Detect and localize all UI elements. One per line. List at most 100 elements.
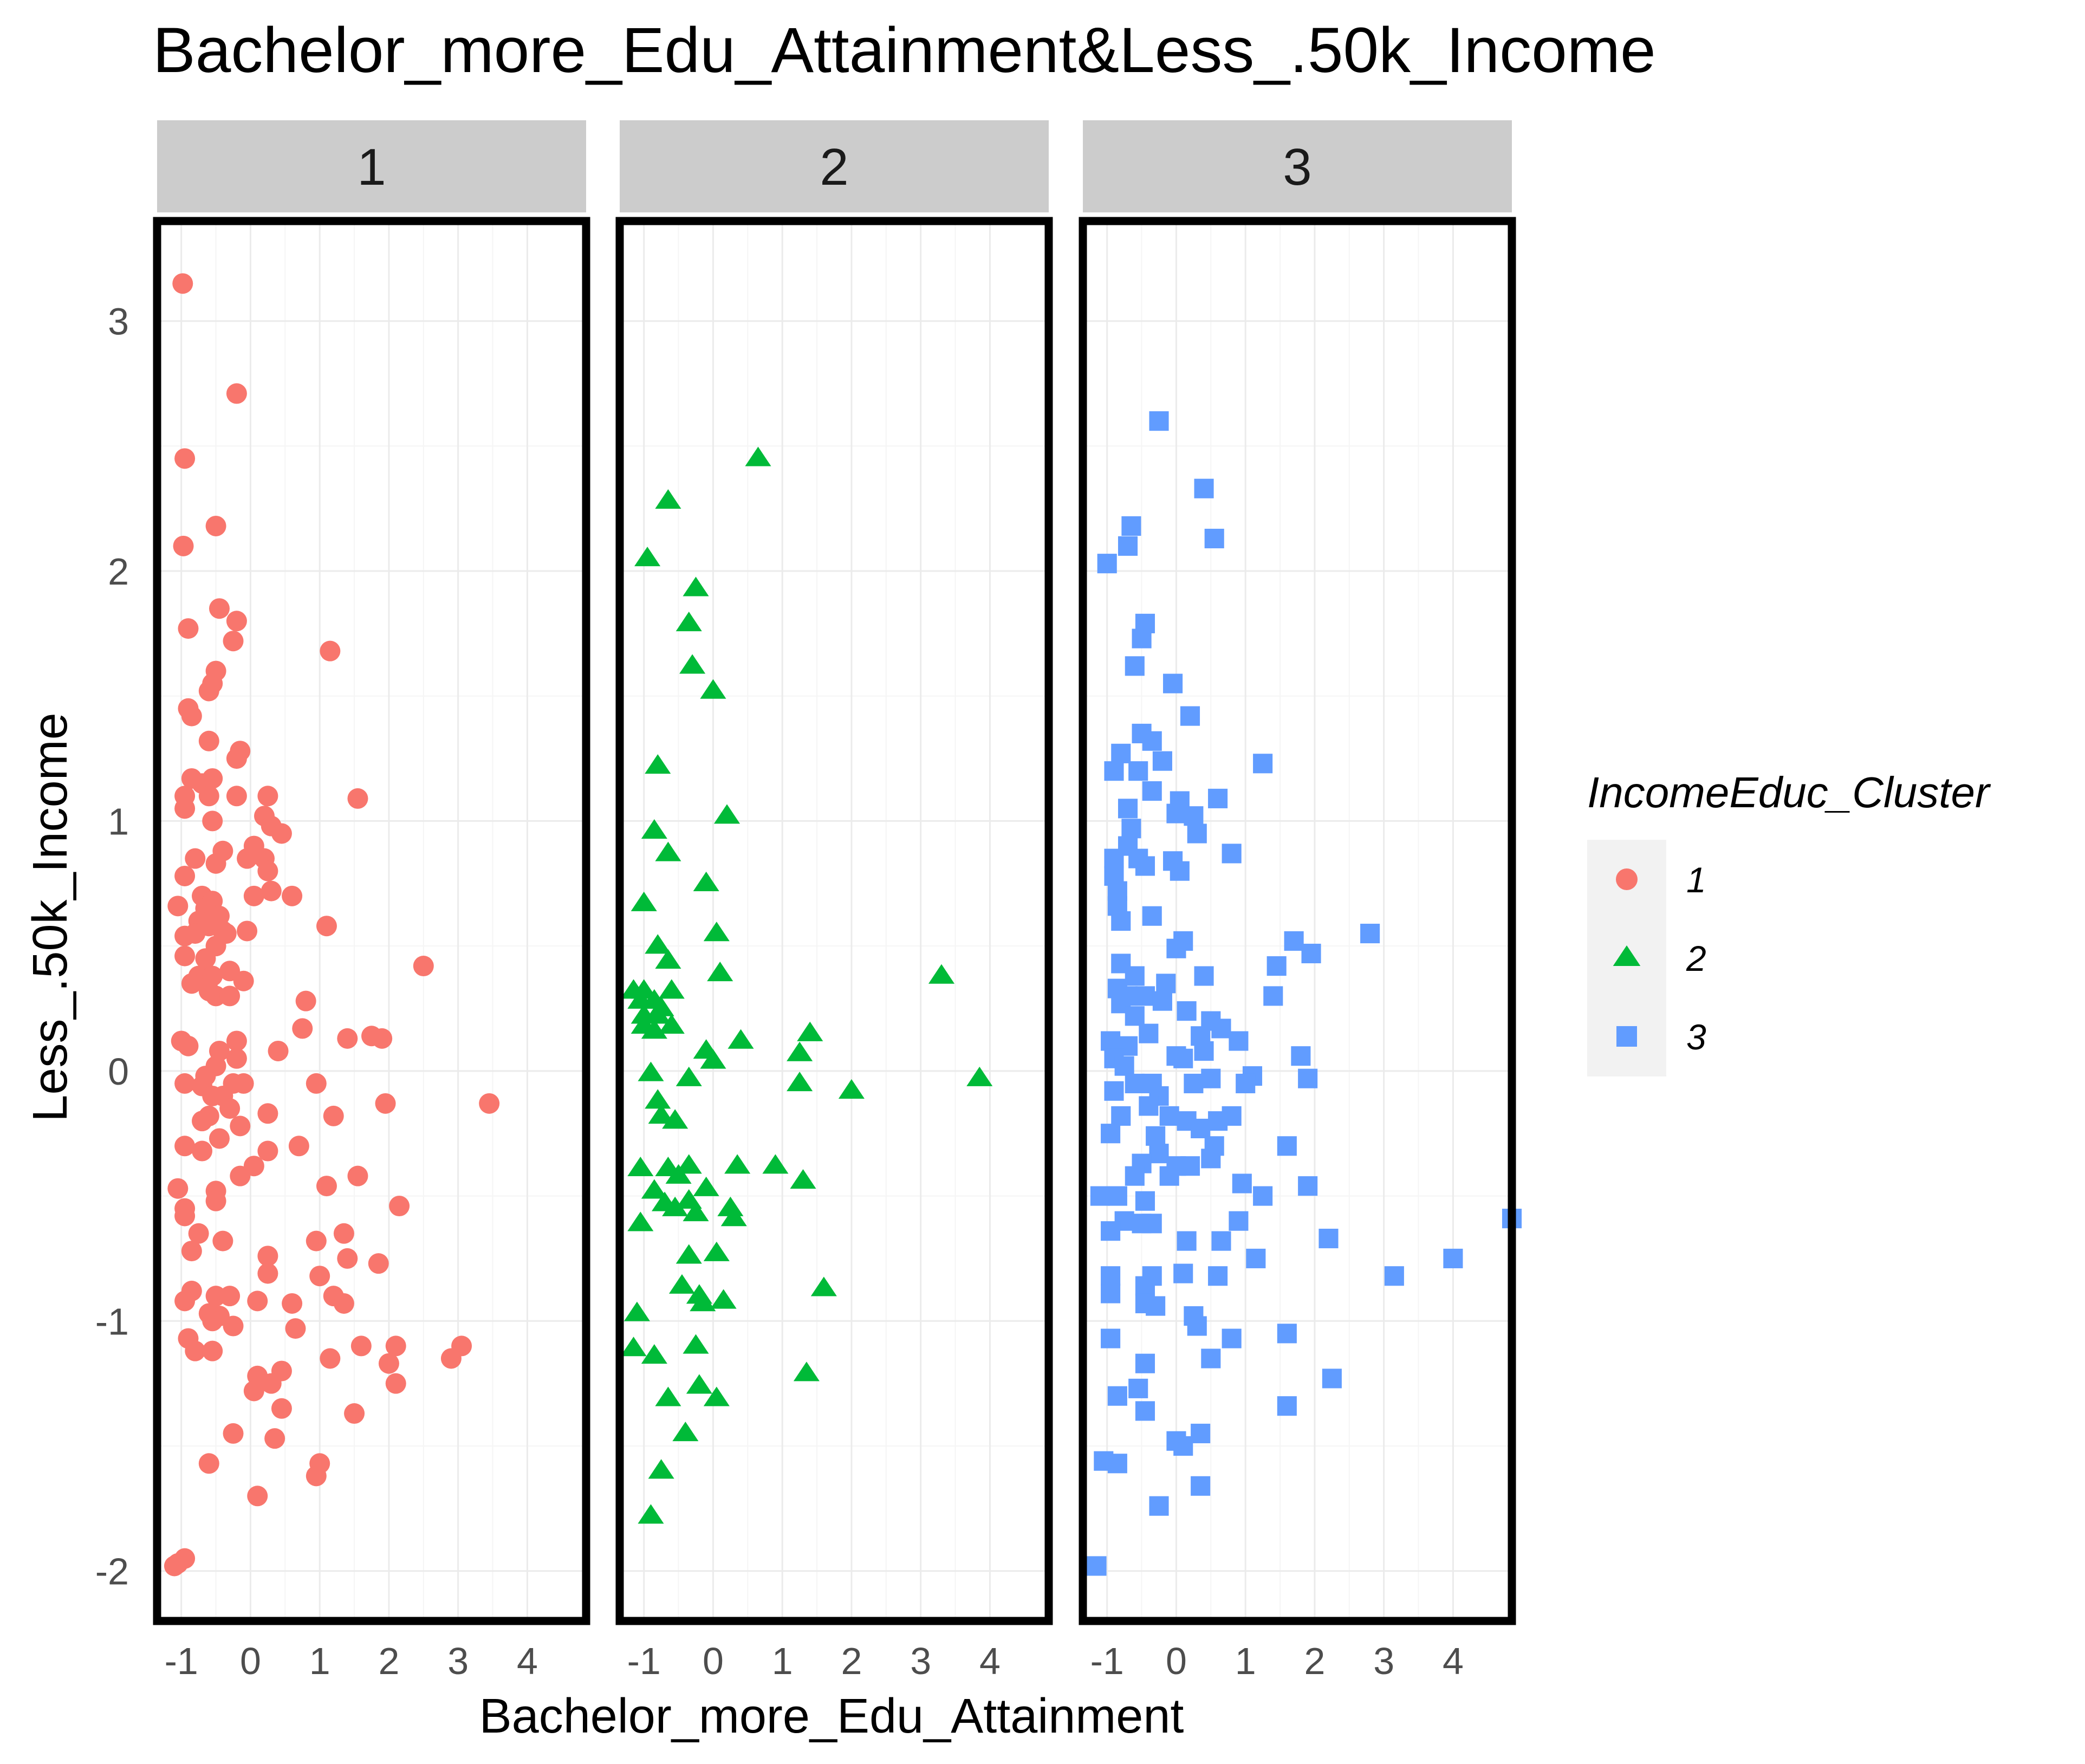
data-point: [1232, 1173, 1252, 1194]
data-point: [1111, 911, 1131, 931]
data-point: [195, 948, 216, 969]
x-tick-label: 3: [447, 1640, 469, 1682]
x-tick-label: 4: [517, 1640, 538, 1682]
data-point: [1152, 751, 1172, 771]
facet-panel-3: 3: [1079, 120, 1522, 1625]
x-tick-label: 2: [1304, 1640, 1325, 1682]
data-point: [378, 1353, 399, 1374]
data-point: [192, 1140, 213, 1162]
data-point: [703, 1386, 730, 1406]
x-axis-title: Bachelor_more_Edu_Attainment: [479, 1689, 1184, 1743]
y-axis: -2 -1 0 1 2 3: [95, 301, 129, 1593]
panel-border: [1079, 217, 1516, 1625]
legend-title: IncomeEduc_Cluster: [1587, 768, 1991, 816]
data-point: [309, 1266, 330, 1287]
data-point: [237, 920, 258, 942]
data-point: [838, 1079, 865, 1099]
data-point: [1166, 803, 1186, 823]
data-point: [181, 705, 202, 727]
data-point: [323, 1105, 344, 1126]
data-point: [205, 1190, 226, 1211]
data-point: [257, 1103, 278, 1124]
data-point: [223, 631, 244, 652]
data-point: [641, 1019, 667, 1039]
data-point: [1191, 1423, 1211, 1443]
data-point: [1104, 1081, 1124, 1101]
data-point: [257, 1263, 278, 1284]
data-point: [700, 1049, 726, 1069]
data-point: [793, 1361, 820, 1382]
panel-border: [615, 217, 1053, 1625]
data-point: [658, 979, 685, 999]
x-tick-label: -1: [165, 1640, 198, 1682]
data-point: [623, 1301, 650, 1321]
data-point: [372, 1028, 393, 1049]
data-point: [1201, 1149, 1221, 1169]
data-point: [167, 896, 189, 917]
data-point: [173, 535, 194, 556]
data-point: [1152, 991, 1172, 1011]
data-point: [703, 922, 730, 942]
data-point: [1135, 1401, 1155, 1421]
x-tick-label: 1: [309, 1640, 330, 1682]
data-point: [1177, 1001, 1197, 1021]
data-point: [385, 1335, 406, 1357]
data-point: [347, 1165, 368, 1186]
data-point: [440, 1348, 462, 1369]
data-point: [174, 1290, 196, 1312]
data-point: [233, 970, 254, 991]
data-point: [1142, 1214, 1162, 1234]
data-point: [645, 754, 671, 774]
data-point: [226, 383, 247, 404]
x-tick-label: -1: [627, 1640, 661, 1682]
data-point: [226, 1048, 247, 1069]
data-point: [686, 1374, 712, 1394]
data-point: [202, 1340, 223, 1361]
x-tick-label: 2: [378, 1640, 399, 1682]
data-point: [261, 880, 282, 902]
data-point: [683, 576, 709, 596]
data-point: [662, 1196, 688, 1216]
data-point: [662, 1109, 688, 1129]
data-point: [1135, 1191, 1155, 1211]
data-point: [634, 547, 661, 567]
data-point: [1184, 1073, 1204, 1093]
data-point: [1166, 938, 1186, 958]
data-point: [1194, 966, 1214, 986]
data-point: [658, 1014, 685, 1034]
data-point: [375, 1093, 396, 1114]
data-point: [174, 1205, 196, 1227]
y-axis-title: Less_.50k_Income: [23, 712, 77, 1121]
x-axis: -1 0 1 2 3 4 -1 0 1 2 3 4 -1 0 1 2 3 4: [165, 1640, 1464, 1682]
data-point: [316, 916, 337, 937]
chart-title: Bachelor_more_Edu_Attainment&Less_.50k_I…: [153, 15, 1656, 86]
data-point: [631, 891, 657, 911]
legend-key-cluster-2: [1613, 945, 1641, 966]
data-point: [762, 1154, 789, 1174]
data-point: [1111, 743, 1131, 763]
data-point: [226, 748, 247, 769]
data-point: [641, 1344, 667, 1364]
data-point: [675, 1154, 702, 1174]
legend-label: 3: [1686, 1017, 1706, 1057]
data-point: [282, 885, 303, 906]
data-point: [268, 1040, 289, 1061]
data-point: [1201, 1348, 1221, 1369]
data-point: [257, 786, 278, 807]
legend-label: 1: [1686, 860, 1706, 900]
legend-key-cluster-3: [1616, 1026, 1637, 1047]
data-point: [1146, 1126, 1166, 1146]
data-point: [413, 956, 434, 977]
data-point: [1173, 1048, 1193, 1068]
legend-label: 2: [1686, 938, 1706, 978]
data-point: [212, 1230, 233, 1251]
data-point: [181, 1241, 202, 1262]
data-point: [655, 1386, 681, 1406]
data-point: [1101, 1266, 1121, 1286]
x-tick-label: 4: [979, 1640, 1001, 1682]
data-point: [1139, 1023, 1159, 1043]
data-point: [198, 730, 219, 751]
data-point: [1125, 1166, 1145, 1186]
data-point: [627, 1156, 654, 1177]
data-point: [337, 1028, 358, 1049]
